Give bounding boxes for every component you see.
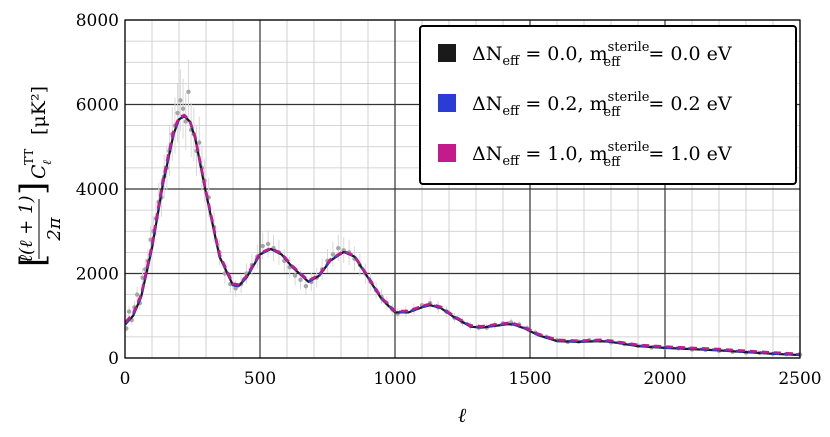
- x-tick-label: 500: [244, 369, 276, 389]
- legend-delta-n: ΔN: [472, 93, 502, 115]
- model-lines: [124, 113, 801, 357]
- legend-delta-n: ΔN: [472, 143, 502, 165]
- legend-value-m: = 1.0, m: [519, 143, 607, 165]
- legend-superscript: sterile: [608, 140, 650, 155]
- legend-subscript: eff: [502, 104, 521, 119]
- legend-subscript: eff: [502, 54, 521, 69]
- x-axis-label: ℓ: [458, 403, 467, 427]
- series-line-2: [124, 113, 801, 356]
- legend-swatch-2: [438, 144, 456, 162]
- y-axis-label: [ ℓ(ℓ + 1) 2π ] C ℓ TT [μK²]: [13, 86, 65, 267]
- ylabel-numerator: ℓ(ℓ + 1): [16, 195, 37, 262]
- data-point: [298, 277, 303, 283]
- data-point: [178, 98, 183, 103]
- data-point: [197, 140, 202, 145]
- legend-label-1: ΔNeff = 0.2, msterile eff = 0.2 eV: [472, 90, 732, 120]
- legend-subscript: eff: [603, 155, 622, 170]
- ylabel-bracket-left: [: [13, 254, 53, 267]
- data-point: [303, 283, 309, 289]
- data-point: [260, 243, 265, 249]
- y-tick-label: 8000: [76, 11, 119, 31]
- legend-label-2: ΔNeff = 1.0, msterile eff = 1.0 eV: [472, 140, 732, 170]
- legend-superscript: sterile: [608, 40, 650, 55]
- legend-value-ev: = 0.0 eV: [642, 43, 731, 65]
- data-point: [140, 275, 145, 280]
- legend-value-ev: = 1.0 eV: [642, 143, 731, 165]
- legend-subscript: eff: [603, 55, 622, 70]
- ylabel-subscript: ℓ: [40, 160, 54, 165]
- x-tick-label: 2500: [778, 369, 821, 389]
- data-point: [186, 89, 191, 95]
- legend-subscript: eff: [603, 105, 622, 120]
- y-axis-ticks: 0 2000 4000 6000 8000: [76, 11, 119, 369]
- ylabel-c: C: [28, 164, 50, 179]
- legend-superscript: sterile: [608, 90, 650, 105]
- data-point: [183, 119, 188, 124]
- legend-label-0: ΔNeff = 0.0, msterile eff = 0.0 eV: [472, 40, 732, 70]
- legend-box: [419, 25, 797, 185]
- data-point: [292, 273, 298, 278]
- x-axis-ticks: 0 500 1000 1500 2000 2500: [120, 369, 822, 389]
- y-tick-label: 0: [108, 349, 119, 369]
- ylabel-denominator: 2π: [44, 216, 65, 241]
- legend-swatch-0: [438, 44, 456, 62]
- data-point: [134, 292, 140, 297]
- data-point: [330, 252, 336, 257]
- data-point: [175, 110, 180, 116]
- legend-value-m: = 0.0, m: [519, 43, 607, 65]
- y-tick-label: 2000: [76, 265, 119, 285]
- plot-frame: [124, 19, 801, 359]
- data-point: [336, 245, 341, 251]
- legend-swatch-1: [438, 94, 456, 112]
- ylabel-unit: [μK²]: [28, 86, 50, 135]
- data-point: [233, 286, 238, 291]
- data-point: [180, 106, 186, 111]
- legend-delta-n: ΔN: [472, 43, 502, 65]
- ylabel-bracket-right: ]: [13, 182, 53, 195]
- y-tick-label: 4000: [76, 180, 119, 200]
- x-tick-label: 0: [120, 369, 131, 389]
- data-point: [126, 309, 132, 314]
- y-tick-label: 6000: [76, 96, 119, 116]
- legend-value-ev: = 0.2 eV: [642, 93, 731, 115]
- data-point: [265, 241, 271, 247]
- x-tick-label: 1000: [373, 369, 416, 389]
- legend-subscript: eff: [502, 154, 521, 169]
- x-tick-label: 2000: [643, 369, 686, 389]
- legend-value-m: = 0.2, m: [519, 93, 607, 115]
- x-tick-label: 1500: [508, 369, 551, 389]
- ylabel-superscript: TT: [22, 149, 36, 165]
